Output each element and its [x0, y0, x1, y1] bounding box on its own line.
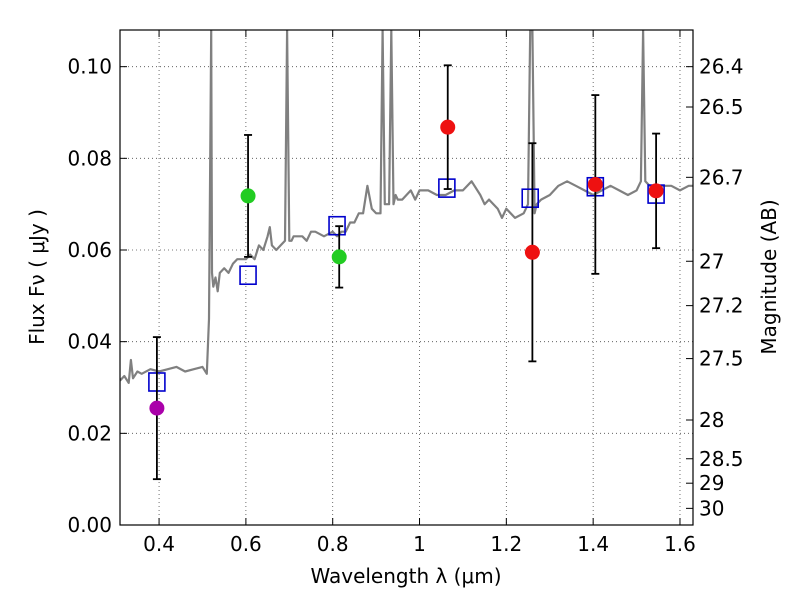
magnitude-tick-label: 27.2 [699, 294, 744, 318]
model-flux-square [239, 265, 257, 286]
magnitude-tick-label: 28.5 [699, 447, 744, 471]
y-tick-label: 0.06 [67, 238, 112, 262]
magnitude-tick-label: 27.5 [699, 347, 744, 371]
y2-axis-label: Magnitude (AB) [757, 199, 781, 354]
model-flux-square [328, 215, 346, 236]
x-tick-label: 0.6 [230, 532, 262, 556]
magnitude-tick-label: 30 [699, 496, 724, 520]
y-tick-label: 0.08 [67, 146, 112, 170]
x-tick-label: 0.8 [317, 532, 349, 556]
axes: 0.4 0.6 0.8 1 1.2 1.4 1.6 0.00 0.02 0.04 0.06 0.08 0… [67, 30, 744, 556]
grid [120, 30, 693, 525]
magnitude-tick-label: 26.4 [699, 55, 744, 79]
observed-flux-point [524, 244, 540, 260]
observed-flux-point [331, 249, 347, 265]
magnitude-tick-label: 28 [699, 408, 724, 432]
y-tick-label: 0.10 [67, 55, 112, 79]
y-axis-label: Flux Fν ( μJy ) [25, 209, 49, 345]
magnitude-tick-label: 27 [699, 249, 724, 273]
observed-flux-point [240, 188, 256, 204]
x-axis-label: Wavelength λ (μm) [310, 564, 501, 588]
y-tick-label: 0.00 [67, 513, 112, 537]
model-spectrum-line [120, 30, 693, 384]
y-tick-label: 0.04 [67, 330, 112, 354]
plot-content [120, 30, 693, 384]
x-tick-label: 1 [413, 532, 426, 556]
plot-frame [119, 29, 694, 526]
x-tick-label: 0.4 [143, 532, 175, 556]
observed-flux-point [149, 400, 165, 416]
model-flux-square [521, 188, 540, 209]
x-tick-label: 1.4 [577, 532, 609, 556]
x-tick-label: 1.6 [664, 532, 696, 556]
plot-background [120, 30, 693, 525]
magnitude-tick-label: 26.7 [699, 165, 744, 189]
observed-flux-point [440, 119, 456, 135]
magnitude-tick-label: 26.5 [699, 95, 744, 119]
observed-flux-point [648, 183, 664, 199]
observed-flux-point [587, 176, 603, 192]
y-tick-label: 0.02 [67, 421, 112, 445]
markers [148, 64, 665, 481]
magnitude-tick-label: 29 [699, 471, 724, 495]
x-tick-label: 1.2 [490, 532, 522, 556]
